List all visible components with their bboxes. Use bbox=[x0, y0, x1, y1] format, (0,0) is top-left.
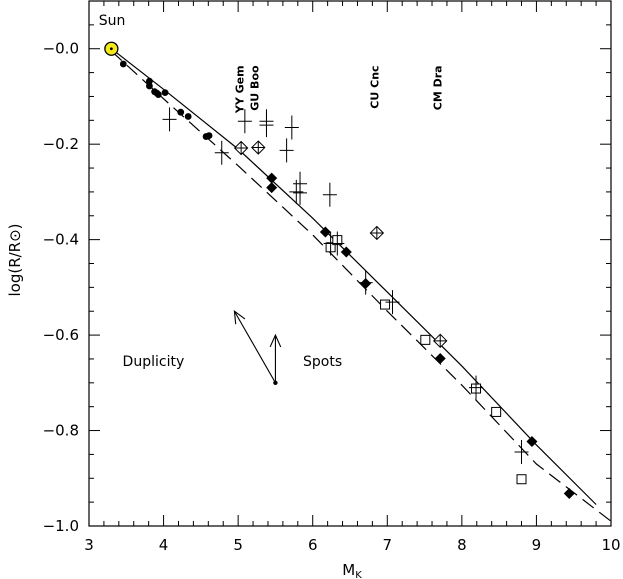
y-tick-label: −0.6 bbox=[43, 326, 79, 344]
open-square-point bbox=[420, 334, 431, 345]
y-tick-label: −1.0 bbox=[43, 517, 79, 535]
crossed-diamond-point bbox=[251, 140, 266, 155]
plot-frame bbox=[88, 0, 612, 527]
cross-errorbar-point bbox=[162, 107, 177, 132]
filled-diamond-point bbox=[319, 226, 331, 238]
y-tick-label: −0.4 bbox=[43, 231, 79, 249]
axis-ticks bbox=[88, 0, 612, 527]
solid-model-curve bbox=[111, 48, 597, 505]
x-tick-label: 3 bbox=[84, 536, 94, 554]
dashed-model-curve bbox=[110, 50, 612, 522]
star-label: GU Boo bbox=[248, 65, 261, 111]
filled-circle-point bbox=[146, 77, 153, 85]
filled-circle-point bbox=[119, 60, 127, 68]
cross-errorbar-point bbox=[358, 270, 373, 295]
duplicity-arrow-shaft bbox=[233, 310, 276, 384]
y-tick-label: −0.8 bbox=[43, 422, 79, 440]
y-tick-label: −0.2 bbox=[43, 135, 79, 153]
y-tick-label: −0.0 bbox=[43, 40, 79, 58]
star-label: CM Dra bbox=[432, 65, 445, 110]
annotation-label: Sun bbox=[99, 13, 126, 29]
x-tick-label: 9 bbox=[532, 536, 542, 554]
open-square-point bbox=[516, 474, 527, 485]
arrow-origin-dot bbox=[273, 380, 278, 386]
x-tick-label: 7 bbox=[383, 536, 393, 554]
crossed-diamond-point bbox=[369, 225, 385, 241]
spots-arrow-head bbox=[269, 333, 282, 348]
filled-diamond-point bbox=[434, 352, 446, 364]
filled-diamond-point bbox=[340, 246, 352, 258]
x-tick-label: 4 bbox=[159, 536, 169, 554]
cross-errorbar-point bbox=[259, 113, 274, 138]
model-curves bbox=[110, 48, 612, 522]
filled-circle-point bbox=[177, 108, 185, 116]
cross-errorbar-point bbox=[385, 290, 400, 315]
cross-errorbar-point bbox=[514, 440, 529, 465]
cross-errorbar-point bbox=[237, 109, 252, 134]
filled-diamond-point bbox=[266, 172, 278, 184]
cross-errorbar-point bbox=[214, 140, 229, 165]
crossed-diamond-point bbox=[233, 140, 249, 156]
filled-diamond-point bbox=[266, 182, 278, 194]
filled-diamond-point bbox=[563, 488, 575, 500]
x-tick-label: 6 bbox=[308, 536, 318, 554]
filled-circle-point bbox=[184, 113, 192, 120]
tick-labels: 3 4 5 6 7 8 9 10 −0.0 −0.2 −0.4 −0.6 −0.8 −1.0 bbox=[43, 40, 621, 554]
duplicity-arrow-head bbox=[233, 310, 246, 325]
sun-center-dot bbox=[109, 47, 113, 51]
cross-errorbar-point bbox=[284, 115, 299, 140]
x-tick-label: 5 bbox=[233, 536, 243, 554]
open-square-point bbox=[380, 299, 391, 310]
cross-errorbar-point bbox=[469, 375, 484, 400]
x-tick-label: 10 bbox=[601, 536, 620, 554]
filled-circle-point bbox=[146, 82, 153, 90]
cross-errorbar-point bbox=[330, 231, 345, 256]
open-square-point bbox=[491, 406, 502, 417]
filled-circle-point bbox=[154, 91, 162, 98]
data-markers bbox=[104, 41, 575, 500]
arrows bbox=[233, 310, 282, 386]
cross-errorbar-point bbox=[322, 182, 337, 207]
x-tick-label: 8 bbox=[457, 536, 467, 554]
y-axis-title: log(R/R⊙) bbox=[6, 223, 24, 296]
annotation-label: Duplicity bbox=[123, 354, 185, 370]
filled-diamond-point bbox=[526, 436, 538, 448]
star-label: CU Cnc bbox=[368, 65, 381, 108]
cross-errorbar-point bbox=[279, 138, 294, 163]
filled-circle-point bbox=[161, 89, 169, 97]
annotation-label: Spots bbox=[303, 354, 342, 370]
cross-errorbar-point bbox=[293, 180, 308, 205]
crossed-diamond-point bbox=[433, 333, 448, 349]
annotations: Sun YY Gem GU Boo CU Cnc CM Dra Duplicity Spot… bbox=[99, 13, 445, 370]
star-label: YY Gem bbox=[233, 65, 246, 114]
filled-circle-point bbox=[205, 132, 213, 139]
x-axis-title: MK bbox=[342, 561, 362, 579]
